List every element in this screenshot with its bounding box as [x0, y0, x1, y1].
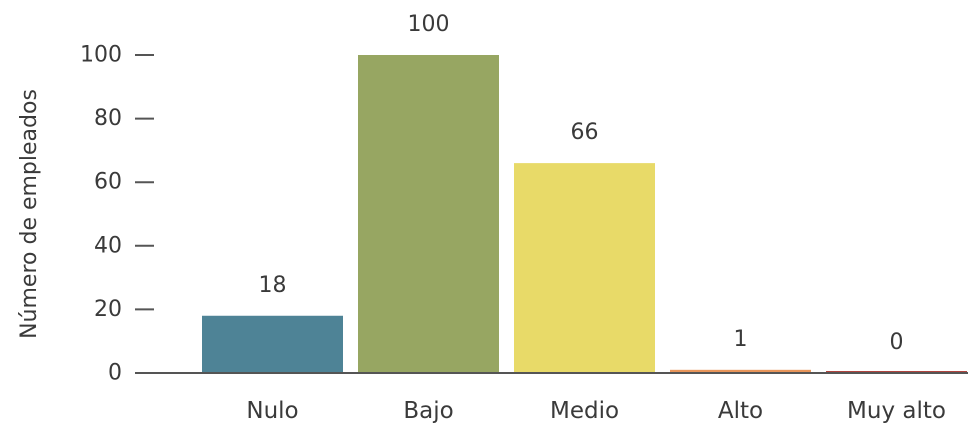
- y-tick-label: 40: [94, 233, 122, 258]
- data-label: 1: [734, 327, 748, 352]
- data-labels: 18 100 66 1 0: [259, 12, 904, 355]
- y-axis: 0 20 40 60 80 100: [80, 43, 154, 386]
- bars: [202, 55, 967, 373]
- x-tick-label: Bajo: [403, 398, 453, 424]
- y-tick-label: 60: [94, 170, 122, 195]
- y-axis-title: Número de empleados: [17, 89, 42, 339]
- y-tick-label: 20: [94, 297, 122, 322]
- bar-nulo: [202, 315, 343, 373]
- data-label: 18: [259, 273, 287, 298]
- y-tick-label: 100: [80, 43, 122, 68]
- x-tick-label: Medio: [550, 398, 619, 424]
- data-label: 100: [408, 12, 450, 37]
- data-label: 66: [571, 120, 599, 145]
- bar-bajo: [358, 55, 499, 373]
- bar-medio: [514, 163, 655, 373]
- x-tick-label: Muy alto: [847, 398, 946, 424]
- x-tick-label: Nulo: [246, 398, 298, 424]
- x-axis-labels: Nulo Bajo Medio Alto Muy alto: [246, 398, 946, 424]
- y-tick-label: 80: [94, 106, 122, 131]
- x-tick-label: Alto: [718, 398, 763, 424]
- bar-alto: [670, 369, 811, 373]
- data-label: 0: [890, 330, 904, 355]
- y-tick-label: 0: [108, 361, 122, 386]
